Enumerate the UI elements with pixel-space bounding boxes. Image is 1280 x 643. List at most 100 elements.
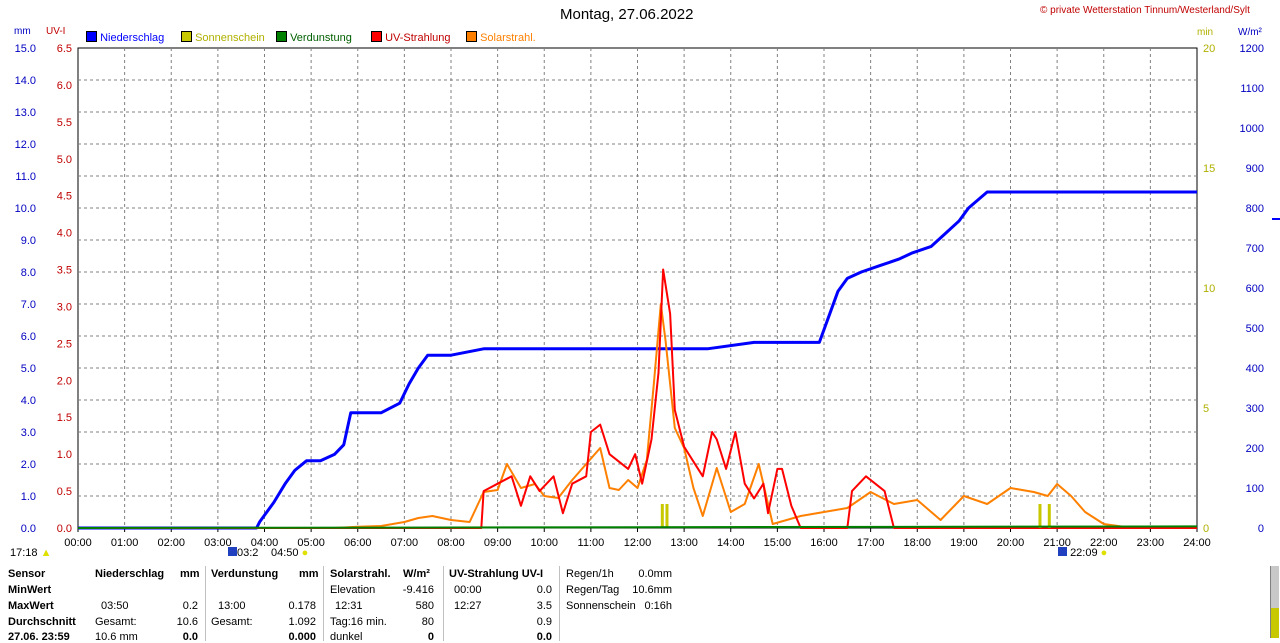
y-tick-label-uv: 1.0 [57,449,72,461]
y-tick-label-wm2: 200 [1246,443,1264,455]
moon-icon [228,547,237,556]
cell-value: -9.416 [402,584,434,596]
x-tick-label: 21:00 [1043,537,1071,549]
sunshine-bar [1047,504,1051,528]
x-tick-label: 23:00 [1137,537,1165,549]
y-tick-label-wm2: 1100 [1240,83,1264,95]
legend-item-verdunstung: Verdunstung [276,31,352,44]
y-tick-label-wm2: 1200 [1240,43,1264,55]
x-tick-label: 00:00 [64,537,92,549]
x-tick-label: 24:00 [1183,537,1211,549]
series-line-niederschlag [78,190,1197,530]
cell-label: Regen/Tag [566,584,620,596]
y-tick-label-mm: 14.0 [15,75,36,87]
legend-item-sonnenschein: Sonnenschein [181,31,265,44]
sunshine-bar [660,504,664,528]
y-tick-label-mm: 4.0 [21,395,36,407]
cell-value: 3.5 [536,600,552,612]
mini-gauge [1270,566,1279,638]
y-tick-label-uv: 5.0 [57,154,72,166]
y-tick-label-wm2: 900 [1246,163,1264,175]
col-title-verdunstung: Verdunstung [211,568,279,580]
x-tick-label: 04:00 [251,537,279,549]
x-tick-label: 09:00 [484,537,512,549]
y-tick-label-uv: 3.0 [57,301,72,313]
x-tick-label: 15:00 [764,537,792,549]
moon-icon [1058,547,1067,556]
x-tick-label: 05:00 [297,537,325,549]
x-tick-label: 11:00 [578,537,605,549]
cell-value: 10.6 [176,616,198,628]
y-tick-label-mm: 5.0 [21,363,36,375]
y-tick-label-min: 5 [1203,403,1209,415]
y-tick-label-uv: 4.0 [57,228,72,240]
divider [443,566,444,641]
marker-moonset: 22:09 ● [1058,547,1107,559]
y-tick-label-uv: 2.5 [57,338,72,350]
right-unit-min: min [1197,27,1214,38]
y-tick-label-mm: 7.0 [21,299,36,311]
series-line-verdunstung [77,525,1198,529]
y-tick-label-mm: 15.0 [15,43,36,55]
cell-value: 13:00 [218,600,246,612]
row-label-max: MaxWert [8,600,54,612]
cell-value: 12:31 [335,600,363,612]
cell-value: 580 [415,600,434,612]
y-tick-label-min: 15 [1203,163,1215,175]
y-tick-label-mm: 8.0 [21,267,36,279]
x-tick-label: 13:00 [670,537,698,549]
cell-label: Sonnenschein [566,600,636,612]
y-tick-label-mm: 0.0 [21,523,36,535]
chart-title: Montag, 27.06.2022 [560,6,694,23]
sun-dot-icon: ● [298,547,309,559]
x-tick-label: 02:00 [157,537,185,549]
y-tick-label-uv: 3.5 [57,265,72,277]
legend-swatch [466,31,477,42]
y-tick-label-min: 10 [1203,283,1215,295]
series-line-uvstrahlung [78,268,1197,529]
y-tick-label-wm2: 600 [1246,283,1264,295]
x-tick-label: 16:00 [810,537,838,549]
col-title-uv: UV-Strahlung UV-I [449,568,544,580]
cell-value: 1.092 [288,616,316,628]
cell-value: 0.2 [182,600,198,612]
cell-value: 80 [421,616,434,628]
y-tick-label-wm2: 500 [1246,323,1264,335]
marker-left-time: 17:18 ▲ [10,547,52,559]
y-tick-label-mm: 2.0 [21,459,36,471]
cell-label: dunkel [330,631,363,643]
copyright: © private Wetterstation Tinnum/Westerlan… [1040,5,1250,16]
legend-item-solar: Solarstrahl. [466,31,536,44]
marker-sunrise: 04:50 ● [271,547,309,559]
legend-swatch [181,31,192,42]
cell-value: 0.0 [182,631,198,643]
y-tick-label-mm: 10.0 [15,203,36,215]
row-label-current: 27.06. 23:59 [8,631,70,643]
x-tick-label: 01:00 [111,537,139,549]
x-tick-label: 14:00 [717,537,745,549]
legend-label: Solarstrahl. [480,32,536,44]
divider [323,566,324,641]
cell-label: Gesamt: [95,616,137,628]
legend-item-niederschlag: Niederschlag [86,31,164,44]
legend-item-uv: UV-Strahlung [371,31,451,44]
y-tick-label-uv: 2.0 [57,375,72,387]
y-tick-label-wm2: 100 [1246,483,1264,495]
left-unit-mm: mm [14,26,31,37]
x-tick-label: 06:00 [344,537,372,549]
cell-value: 0.178 [288,600,316,612]
x-tick-label: 19:00 [950,537,978,549]
legend-swatch [371,31,382,42]
cell-value: 0.0mm [638,568,672,580]
sun-dot-icon: ● [1097,547,1108,559]
cell-value: 03:50 [101,600,129,612]
col-unit: mm [299,568,319,580]
y-tick-label-wm2: 400 [1246,363,1264,375]
cell-value: 00:00 [454,584,482,596]
legend-label: Sonnenschein [195,32,265,44]
divider [559,566,560,641]
cell-value: 0 [427,631,434,643]
y-tick-label-min: 20 [1203,43,1215,55]
cell-label: Tag:16 min. [330,616,387,628]
y-tick-label-mm: 11.0 [15,171,36,183]
